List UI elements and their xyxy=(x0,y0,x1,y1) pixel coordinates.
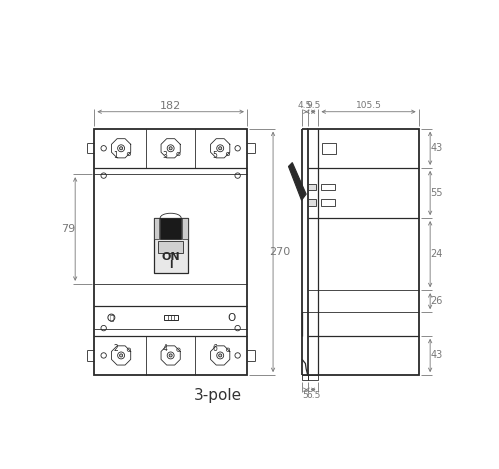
Circle shape xyxy=(120,147,123,150)
Bar xyxy=(159,241,183,253)
Text: 270: 270 xyxy=(269,247,290,257)
Text: 4: 4 xyxy=(163,344,167,353)
Text: 79: 79 xyxy=(61,224,75,234)
Text: O: O xyxy=(228,312,236,323)
Text: 6: 6 xyxy=(212,344,217,353)
Text: 43: 43 xyxy=(430,144,443,153)
Bar xyxy=(302,375,308,380)
Bar xyxy=(308,199,316,205)
Text: ⓘ: ⓘ xyxy=(109,314,113,321)
Bar xyxy=(154,218,159,239)
Text: 2: 2 xyxy=(113,344,118,353)
Text: 55: 55 xyxy=(430,188,443,198)
Text: 26: 26 xyxy=(430,296,443,306)
Text: 182: 182 xyxy=(160,100,181,111)
Bar xyxy=(308,184,316,190)
Bar xyxy=(160,218,181,239)
Text: 3-pole: 3-pole xyxy=(194,388,242,403)
Text: ON: ON xyxy=(161,252,180,262)
Circle shape xyxy=(219,354,222,357)
Bar xyxy=(182,218,188,239)
Polygon shape xyxy=(288,163,306,200)
Circle shape xyxy=(120,354,123,357)
Text: 5: 5 xyxy=(212,151,217,160)
Bar xyxy=(321,184,335,190)
Text: 1: 1 xyxy=(113,151,118,160)
Bar xyxy=(164,315,178,320)
Circle shape xyxy=(219,147,222,150)
Text: 9.5: 9.5 xyxy=(306,101,320,110)
Text: 24: 24 xyxy=(430,249,443,259)
Circle shape xyxy=(169,147,172,150)
Text: 5: 5 xyxy=(302,391,308,401)
Text: I: I xyxy=(169,260,172,270)
Text: 43: 43 xyxy=(430,350,443,361)
Bar xyxy=(322,143,336,154)
Text: 4.5: 4.5 xyxy=(298,101,312,110)
Text: 6.5: 6.5 xyxy=(306,391,320,401)
Bar xyxy=(308,375,318,380)
Bar xyxy=(94,129,247,375)
Bar xyxy=(154,218,188,273)
Bar xyxy=(308,129,419,375)
Circle shape xyxy=(169,354,172,357)
Bar xyxy=(321,199,335,205)
Text: 105.5: 105.5 xyxy=(356,101,381,110)
Text: 3: 3 xyxy=(163,151,167,160)
